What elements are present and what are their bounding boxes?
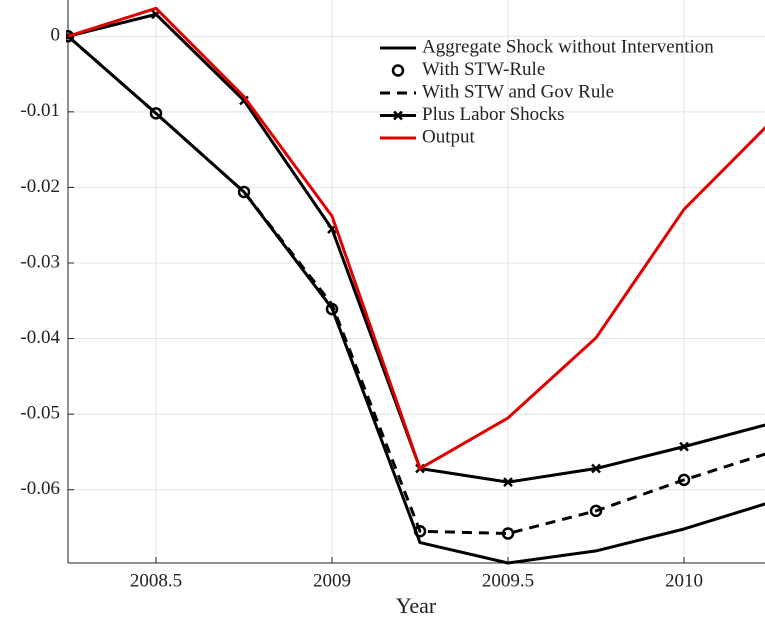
series-line [67, 12, 765, 484]
marker [591, 463, 601, 474]
marker [413, 525, 427, 538]
legend-label: With STW-Rule [422, 59, 545, 80]
legend-marker [393, 110, 403, 121]
series-line [67, 6, 765, 471]
y-tick-label: -0.06 [20, 478, 60, 499]
plot-area [66, 6, 765, 565]
marker [237, 185, 251, 199]
x-axis-label: Year [396, 593, 437, 618]
marker [679, 441, 689, 452]
legend-label: Plus Labor Shocks [422, 104, 565, 125]
y-tick-label: 0 [51, 25, 61, 46]
legend-marker [391, 64, 405, 77]
y-tick-label: -0.03 [20, 251, 60, 272]
x-tick-label: 2010 [665, 570, 703, 591]
x-tick-label: 2008.5 [130, 570, 182, 591]
marker [589, 504, 603, 518]
marker [677, 473, 691, 487]
series-line [67, 35, 765, 565]
y-tick-label: -0.05 [20, 402, 60, 423]
series-line [67, 35, 765, 536]
marker [149, 107, 163, 120]
legend-label: With STW and Gov Rule [422, 81, 614, 102]
y-tick-label: -0.01 [20, 100, 60, 121]
legend-label: Output [422, 126, 476, 147]
marker [503, 477, 513, 488]
legend-label: Aggregate Shock without Intervention [422, 36, 714, 57]
y-tick-label: -0.02 [20, 176, 60, 197]
x-tick-label: 2009.5 [482, 570, 534, 591]
x-tick-label: 2009 [313, 570, 351, 591]
y-tick-label: -0.04 [20, 327, 60, 348]
